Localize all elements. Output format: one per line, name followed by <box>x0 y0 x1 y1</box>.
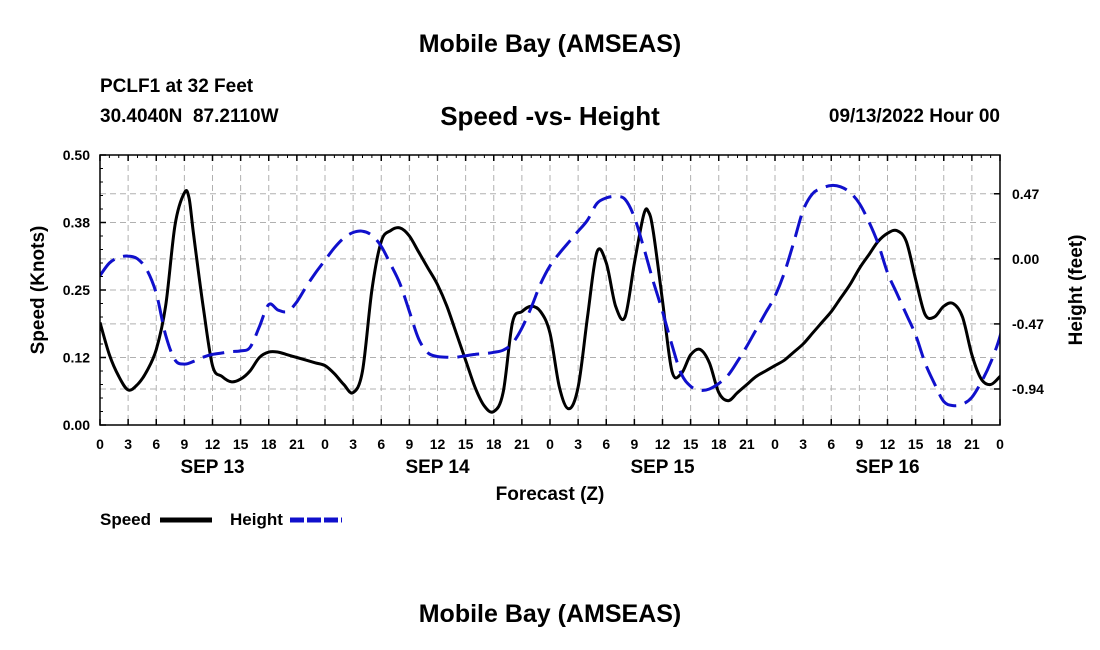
station-coordinates: 30.4040N 87.2110W <box>100 106 279 127</box>
x-tick-label: 12 <box>880 436 896 452</box>
forecast-datetime: 09/13/2022 Hour 00 <box>828 106 1000 127</box>
legend-label-height: Height <box>230 510 283 529</box>
day-label: SEP 16 <box>855 457 919 478</box>
grid-lines <box>100 155 1000 425</box>
axis-labels: 0 3 6 9 12 15 18 21 0 3 6 9 12 15 18 21 0 3 6 9 12 15 18 21 0 3 6 9… <box>28 147 1087 505</box>
footer-title: Mobile Bay (AMSEAS) <box>418 600 682 628</box>
day-label: SEP 15 <box>630 457 695 478</box>
legend-label-speed: Speed <box>100 510 151 529</box>
x-tick-label: 18 <box>261 436 277 452</box>
x-tick-label: 15 <box>908 436 924 452</box>
x-tick-label: 0 <box>546 436 554 452</box>
y2-tick-label: -0.94 <box>1012 381 1044 397</box>
y2-tick-label: -0.47 <box>1012 316 1044 332</box>
x-tick-label: 15 <box>458 436 474 452</box>
x-tick-label: 18 <box>486 436 502 452</box>
y-tick-label: 0.50 <box>63 147 90 163</box>
x-tick-label: 21 <box>964 436 980 452</box>
chart-subtitle: Speed -vs- Height <box>440 101 660 131</box>
x-tick-label: 6 <box>602 436 610 452</box>
x-tick-label: 0 <box>321 436 329 452</box>
series-line-height <box>100 183 1000 408</box>
x-tick-label: 0 <box>96 436 104 452</box>
x-tick-label: 3 <box>124 436 132 452</box>
y-tick-label: 0.38 <box>63 215 90 231</box>
y-tick-label: 0.00 <box>63 417 90 433</box>
y-axis-title: Speed (Knots) <box>28 226 49 355</box>
x-tick-label: 3 <box>574 436 582 452</box>
y2-tick-label: 0.00 <box>1012 251 1039 267</box>
x-tick-label: 6 <box>377 436 385 452</box>
x-tick-label: 9 <box>180 436 188 452</box>
station-label: PCLF1 at 32 Feet <box>100 76 254 97</box>
x-tick-label: 15 <box>233 436 249 452</box>
legend: Speed Height <box>100 510 342 529</box>
y-tick-label: 0.25 <box>63 282 90 298</box>
x-tick-label: 18 <box>936 436 952 452</box>
x-tick-label: 9 <box>855 436 863 452</box>
x-tick-label: 21 <box>289 436 305 452</box>
x-tick-label: 18 <box>711 436 727 452</box>
x-tick-label: 12 <box>655 436 671 452</box>
x-tick-label: 12 <box>430 436 446 452</box>
y2-axis-title: Height (feet) <box>1066 235 1087 346</box>
x-tick-label: 6 <box>152 436 160 452</box>
x-tick-label: 0 <box>996 436 1004 452</box>
series-line-speed <box>100 189 1000 414</box>
axis-ticks <box>99 154 1001 426</box>
x-tick-label: 9 <box>630 436 638 452</box>
y2-tick-label: 0.47 <box>1012 186 1039 202</box>
x-tick-label: 9 <box>405 436 413 452</box>
day-label: SEP 14 <box>405 457 470 478</box>
x-tick-label: 0 <box>771 436 779 452</box>
x-tick-label: 21 <box>739 436 755 452</box>
x-tick-label: 12 <box>205 436 221 452</box>
x-tick-label: 3 <box>349 436 357 452</box>
x-axis-title: Forecast (Z) <box>496 484 605 505</box>
x-tick-label: 3 <box>799 436 807 452</box>
day-label: SEP 13 <box>180 457 244 478</box>
x-tick-label: 15 <box>683 436 699 452</box>
x-tick-label: 21 <box>514 436 530 452</box>
chart-main-title: Mobile Bay (AMSEAS) <box>418 30 682 58</box>
x-tick-label: 6 <box>827 436 835 452</box>
series-lines <box>100 183 1000 414</box>
y-tick-label: 0.12 <box>63 350 90 366</box>
